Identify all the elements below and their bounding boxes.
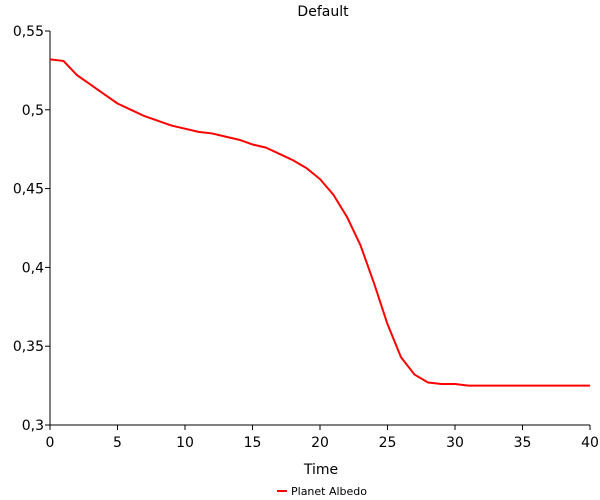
chart-title: Default <box>297 4 349 20</box>
x-tick-label: 0 <box>46 435 55 451</box>
x-tick-label: 15 <box>244 435 262 451</box>
y-tick-label: 0,5 <box>22 103 44 119</box>
y-tick-label: 0,4 <box>22 260 44 276</box>
y-tick-label: 0,45 <box>13 182 44 198</box>
axes <box>49 31 590 426</box>
y-axis-ticks: 0,3 0,35 0,4 0,45 0,5 0,55 <box>13 24 50 434</box>
x-tick-label: 25 <box>379 435 397 451</box>
x-tick-label: 10 <box>176 435 194 451</box>
x-tick-label: 40 <box>581 435 599 451</box>
series-layer <box>49 58 590 387</box>
y-tick-label: 0,55 <box>13 24 44 40</box>
x-tick-label: 20 <box>311 435 329 451</box>
x-axis-title: Time <box>303 462 338 478</box>
y-tick-label: 0,35 <box>13 339 44 355</box>
series-line-planet-albedo <box>49 58 590 387</box>
x-tick-label: 35 <box>514 435 532 451</box>
x-tick-label: 5 <box>113 435 122 451</box>
legend-label: Planet Albedo <box>291 485 367 498</box>
y-tick-label: 0,3 <box>22 418 44 434</box>
x-tick-label: 30 <box>446 435 464 451</box>
x-axis-ticks: 0 5 10 15 20 25 30 35 40 <box>46 425 599 451</box>
legend: Planet Albedo <box>277 485 367 498</box>
